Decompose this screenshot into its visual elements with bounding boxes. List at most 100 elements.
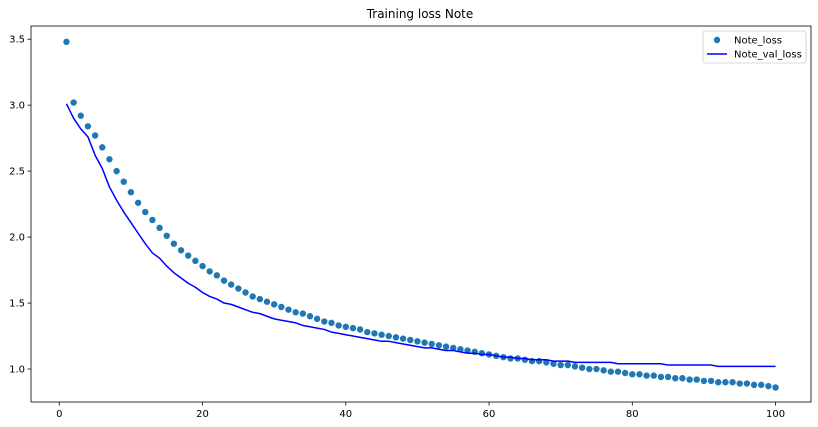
data-point-note-loss: [772, 384, 779, 391]
data-point-note-loss: [356, 326, 364, 333]
x-tick-label: 80: [626, 409, 639, 420]
y-tick-label: 3.5: [9, 35, 25, 46]
data-point-note-loss: [335, 322, 342, 329]
data-point-note-loss: [715, 379, 722, 386]
y-tick-label: 1.5: [9, 299, 25, 310]
data-point-note-loss: [421, 339, 428, 346]
data-point-note-loss: [278, 303, 285, 311]
data-point-note-loss: [414, 338, 421, 345]
data-point-note-loss: [700, 377, 708, 385]
data-point-note-loss: [349, 324, 357, 332]
data-point-note-loss: [636, 371, 643, 378]
data-point-note-loss: [235, 285, 242, 292]
data-point-note-loss: [722, 379, 729, 386]
legend-label: Note_loss: [734, 36, 782, 47]
data-point-note-loss: [106, 156, 113, 163]
x-tick-label: 40: [339, 409, 352, 420]
x-tick-label: 0: [56, 409, 62, 420]
data-point-note-loss: [192, 257, 199, 265]
data-point-note-loss: [292, 309, 299, 316]
data-point-note-loss: [113, 167, 120, 175]
data-point-note-loss: [227, 281, 235, 288]
data-point-note-loss: [342, 323, 349, 330]
data-point-note-loss: [249, 293, 256, 300]
data-point-note-loss: [643, 372, 650, 379]
chart-title: Training loss Note: [366, 7, 474, 21]
x-tick-label: 60: [483, 409, 496, 420]
y-tick-label: 1.0: [9, 365, 25, 376]
data-point-note-loss: [263, 298, 271, 305]
data-point-note-loss: [672, 375, 679, 382]
data-point-note-loss: [313, 315, 321, 323]
data-point-note-loss: [478, 349, 486, 357]
x-axis: 0 20 40 60 80 100: [56, 402, 785, 420]
data-point-note-loss: [142, 208, 149, 216]
legend: Note_loss Note_val_loss: [702, 30, 807, 64]
data-point-note-loss: [736, 380, 743, 387]
data-point-note-loss: [199, 262, 206, 270]
data-point-note-loss: [521, 356, 529, 363]
y-tick-label: 3.0: [9, 101, 25, 112]
data-point-note-loss: [686, 376, 693, 383]
data-point-note-loss: [63, 38, 70, 46]
data-point-note-loss: [134, 199, 142, 206]
data-point-note-loss: [664, 373, 672, 381]
data-point-note-loss: [177, 247, 185, 254]
data-point-note-loss: [743, 380, 751, 387]
data-point-note-loss: [306, 313, 314, 320]
data-point-note-loss: [564, 361, 572, 369]
data-point-note-loss: [765, 382, 772, 390]
data-point-note-loss: [729, 379, 736, 386]
legend-label: Note_val_loss: [734, 50, 802, 61]
data-point-note-loss: [156, 224, 163, 232]
data-point-note-loss: [428, 340, 435, 348]
x-tick-label: 20: [196, 409, 209, 420]
data-point-note-loss: [707, 377, 715, 385]
x-tick-label: 100: [766, 409, 785, 420]
data-point-note-loss: [607, 368, 615, 375]
data-point-note-loss: [571, 363, 579, 370]
data-point-note-loss: [285, 306, 292, 313]
series-line-note-val-loss: [65, 103, 776, 368]
data-point-note-loss: [385, 332, 392, 340]
data-point-note-loss: [149, 216, 156, 224]
y-axis: 1.0 1.5 2.0 2.5 3.0 3.5: [9, 35, 31, 376]
data-point-note-loss: [657, 373, 665, 381]
data-point-note-loss: [392, 334, 400, 341]
data-point-note-loss: [442, 343, 450, 350]
data-point-note-loss: [679, 375, 686, 382]
y-tick-label: 2.5: [9, 167, 25, 178]
data-point-note-loss: [84, 123, 92, 130]
data-point-note-loss: [206, 268, 213, 275]
data-point-note-loss: [99, 144, 106, 151]
data-point-note-loss: [170, 240, 178, 247]
data-point-note-loss: [614, 368, 622, 375]
data-point-note-loss: [693, 376, 700, 383]
data-point-note-loss: [256, 295, 264, 303]
data-point-note-loss: [127, 189, 135, 196]
legend-marker-swatch: [713, 36, 721, 44]
data-point-note-loss: [407, 336, 414, 344]
data-point-note-loss: [371, 330, 378, 337]
data-point-note-loss: [600, 367, 607, 374]
data-point-note-loss: [91, 132, 99, 139]
data-point-note-loss: [321, 318, 328, 325]
data-point-note-loss: [586, 365, 593, 373]
data-point-note-loss: [593, 365, 600, 373]
data-point-note-loss: [435, 342, 443, 349]
data-point-note-loss: [629, 371, 636, 378]
data-point-note-loss: [242, 289, 249, 296]
data-point-note-loss: [213, 272, 221, 279]
legend-box: [702, 30, 807, 64]
data-point-note-loss: [220, 277, 228, 284]
data-point-note-loss: [364, 328, 371, 336]
y-tick-label: 2.0: [9, 233, 25, 244]
data-point-note-loss: [185, 252, 192, 259]
data-point-note-loss: [378, 331, 385, 338]
data-point-note-loss: [621, 369, 629, 377]
data-point-note-loss: [535, 357, 543, 365]
data-point-note-loss: [270, 301, 278, 308]
data-point-note-loss: [450, 344, 457, 352]
